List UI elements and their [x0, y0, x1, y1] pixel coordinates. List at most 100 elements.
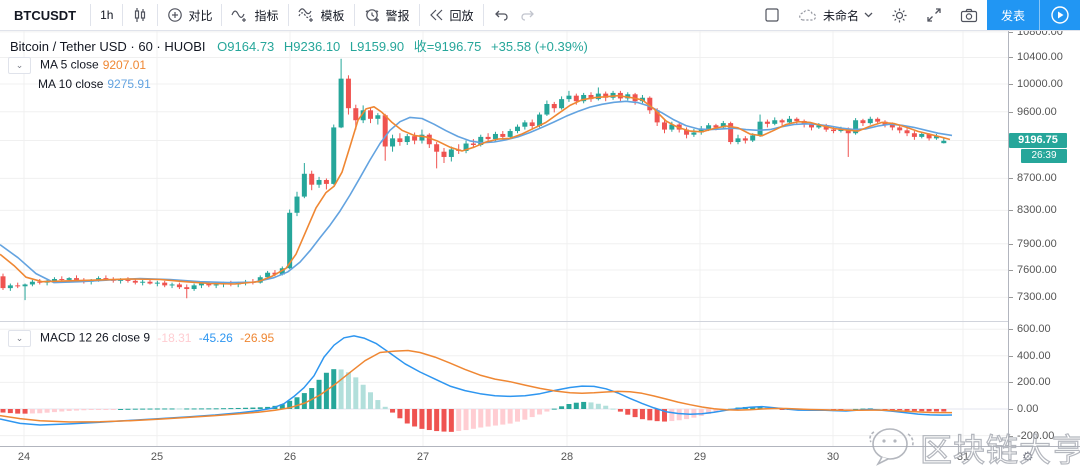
macd-histogram-bar — [132, 408, 138, 410]
interval-button[interactable]: 1h — [91, 0, 122, 30]
candle-body — [59, 279, 65, 281]
axis-settings-gear-icon[interactable]: ⚙ — [1022, 449, 1034, 464]
axis-tick — [1009, 57, 1013, 59]
indicators-icon — [231, 7, 249, 23]
chart-style-button[interactable] — [123, 0, 157, 30]
macd-histogram-bar — [456, 409, 462, 432]
last-price-label: 9196.75 — [1009, 132, 1067, 148]
candle-body — [867, 118, 873, 124]
countdown-value: 26:39 — [1031, 150, 1057, 162]
toolbar-separator — [418, 4, 420, 26]
macd-histogram-bar — [44, 409, 50, 413]
candle-body — [426, 134, 432, 145]
play-button[interactable] — [1039, 0, 1080, 30]
save-layout-button[interactable]: 未命名 — [789, 0, 882, 30]
candle-body — [860, 120, 866, 124]
macd-histogram-bar — [191, 408, 197, 410]
screenshot-button[interactable] — [951, 0, 987, 30]
axis-tick — [1009, 84, 1013, 86]
price-axis-label: 7300.00 — [1017, 291, 1057, 304]
candle-body — [382, 115, 388, 147]
macd-histogram-bar — [169, 408, 175, 410]
macd-histogram-bar — [551, 408, 557, 410]
macd-histogram-bar — [926, 409, 932, 412]
collapse-macd-button[interactable]: ⌄ — [8, 330, 31, 347]
time-axis[interactable]: 24 25 26 27 28 29 30 31 — [0, 446, 1080, 468]
candle-body — [448, 149, 454, 157]
time-axis-label: 29 — [693, 451, 707, 463]
macd-histogram-bar — [713, 409, 719, 413]
candle-body — [412, 136, 418, 141]
collapse-pane-button[interactable]: ⌄ — [8, 57, 31, 74]
toolbar-separator — [157, 4, 159, 26]
candlestick-style-icon — [132, 7, 148, 23]
symbol-button[interactable]: BTCUSDT — [0, 0, 90, 30]
macd-histogram-bar — [228, 408, 234, 410]
indicators-button[interactable]: 指标 — [222, 0, 287, 30]
chart-settings-button[interactable] — [882, 0, 917, 30]
macd-histogram-bar — [279, 404, 285, 409]
axis-tick — [1009, 111, 1013, 113]
macd-histogram-bar — [573, 402, 579, 409]
macd-histogram-bar — [390, 409, 396, 413]
macd-histogram-bar — [15, 409, 21, 414]
macd-histogram-bar — [603, 405, 609, 409]
macd-histogram-bar — [537, 409, 543, 415]
candle-body — [816, 125, 822, 128]
candle-body — [15, 285, 21, 287]
macd-histogram-bar — [522, 409, 528, 420]
chart-canvas[interactable] — [0, 30, 1008, 446]
macd-histogram-bar — [81, 409, 87, 411]
candle-body — [875, 118, 881, 122]
chart-area[interactable]: Bitcoin / Tether USD · 60 · HUOBI O9164.… — [0, 30, 1080, 468]
candle-body — [279, 268, 285, 275]
macd-histogram-bar — [698, 409, 704, 416]
rewind-icon — [429, 8, 445, 22]
macd-axis-label: 200.00 — [1017, 376, 1051, 389]
fullscreen-button[interactable] — [917, 0, 951, 30]
pane-divider[interactable] — [0, 321, 1008, 322]
high-value: H9236.10 — [283, 39, 341, 54]
layout-name-label: 未命名 — [822, 8, 859, 23]
candle-body — [750, 135, 756, 141]
redo-button[interactable] — [518, 0, 545, 30]
macd-histogram-bar — [7, 409, 13, 414]
bar-countdown-label: 26:39 — [1021, 148, 1067, 163]
alerts-button[interactable]: 警报 — [355, 0, 419, 30]
candle-body — [831, 129, 837, 132]
redo-arrow-icon — [520, 8, 536, 22]
templates-button[interactable]: 模板 — [289, 0, 354, 30]
publish-button[interactable]: 发表 — [986, 0, 1039, 30]
macd-histogram-bar — [265, 406, 271, 409]
macd-histogram-bar — [375, 400, 381, 409]
macd-histogram-bar — [294, 397, 300, 409]
candle-body — [147, 281, 153, 284]
time-axis-label: 31 — [956, 451, 970, 463]
candle-body — [29, 281, 35, 285]
macd-histogram-bar — [301, 393, 307, 409]
replay-button[interactable]: 回放 — [420, 0, 483, 30]
macd-histogram-bar — [419, 409, 425, 429]
macd-axis-label: 600.00 — [1017, 323, 1051, 336]
candle-body — [757, 121, 763, 136]
macd-histogram-bar — [397, 409, 403, 419]
candle-body — [323, 179, 329, 184]
macd-histogram-bar — [309, 388, 315, 409]
candle-body — [51, 279, 57, 281]
macd-axis-label: 0.00 — [1017, 403, 1039, 415]
compare-button[interactable]: 对比 — [158, 0, 221, 30]
layout-select-button[interactable] — [755, 0, 789, 30]
macd-histogram-bar — [96, 409, 102, 410]
candle-body — [118, 279, 124, 281]
price-axis-label: 10000.00 — [1017, 78, 1063, 91]
candle-body — [353, 108, 359, 121]
price-axis[interactable]: 10800.00 10400.00 10000.00 9600.00 8700.00 83… — [1009, 30, 1080, 446]
undo-button[interactable] — [484, 0, 518, 30]
axis-tick — [1009, 210, 1013, 212]
macd-histogram-bar — [29, 409, 35, 414]
replay-label: 回放 — [449, 8, 474, 23]
macd-histogram-bar — [235, 407, 241, 409]
candle-body — [390, 138, 396, 147]
compare-label: 对比 — [188, 8, 213, 23]
macd-histogram-bar — [88, 409, 94, 410]
